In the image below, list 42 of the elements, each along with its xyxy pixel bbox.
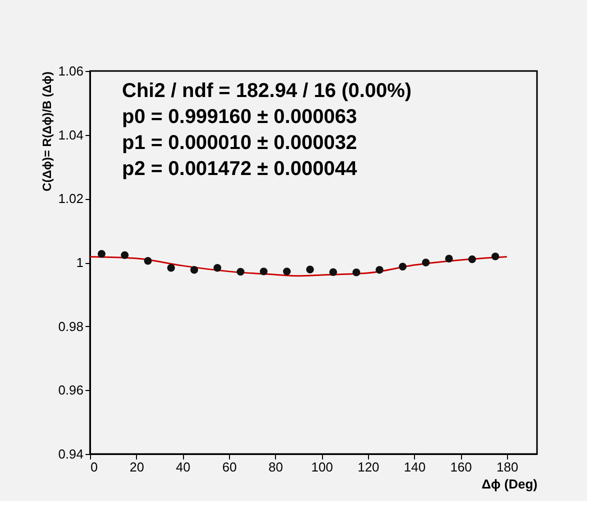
point bbox=[352, 268, 360, 276]
point bbox=[144, 257, 152, 265]
x-tick-label: 0 bbox=[90, 460, 98, 474]
x-tick-label: 40 bbox=[176, 460, 190, 474]
x-tick-label: 60 bbox=[222, 460, 237, 474]
x-tick-label: 140 bbox=[404, 460, 426, 474]
point bbox=[214, 264, 222, 272]
y-tick-label: 1 bbox=[76, 255, 84, 270]
y-tick-label: 0.96 bbox=[58, 382, 84, 398]
point bbox=[190, 266, 198, 274]
x-tick-label: 180 bbox=[496, 460, 518, 474]
annotation: p2 = 0.001472 ± 0.000044 bbox=[122, 158, 358, 180]
point bbox=[491, 252, 500, 260]
annotation: Chi2 / ndf = 182.94 / 16 (0.00%) bbox=[122, 80, 412, 102]
point bbox=[260, 268, 268, 276]
y-tick-label: 1.02 bbox=[58, 191, 84, 206]
point bbox=[376, 266, 384, 274]
y-axis-title: C(Δϕ)= R(Δϕ)/B (Δϕ) bbox=[40, 72, 54, 192]
point bbox=[398, 262, 407, 271]
point bbox=[329, 268, 338, 276]
point bbox=[167, 264, 175, 272]
x-tick-label: 100 bbox=[311, 460, 333, 474]
annotation: p0 = 0.999160 ± 0.000063 bbox=[122, 106, 358, 128]
point bbox=[306, 266, 314, 274]
point bbox=[282, 268, 291, 276]
point bbox=[120, 251, 129, 260]
point bbox=[236, 268, 244, 276]
point bbox=[422, 258, 430, 266]
line-series bbox=[89, 256, 508, 277]
y-tick-label: 0.94 bbox=[58, 446, 84, 462]
point bbox=[98, 250, 106, 258]
point bbox=[468, 255, 476, 264]
point bbox=[445, 254, 453, 263]
x-tick-label: 80 bbox=[268, 460, 284, 474]
y-tick-label: 1.06 bbox=[58, 64, 84, 78]
y-tick-label: 0.98 bbox=[58, 318, 84, 334]
x-tick-label: 120 bbox=[358, 460, 380, 474]
x-axis-title: Δϕ (Deg) bbox=[482, 476, 538, 492]
x-tick-label: 160 bbox=[450, 460, 472, 474]
y-tick-label: 1.04 bbox=[58, 127, 84, 142]
x-tick-label: 20 bbox=[130, 460, 144, 474]
annotation: p1 = 0.000010 ± 0.000032 bbox=[122, 132, 358, 154]
